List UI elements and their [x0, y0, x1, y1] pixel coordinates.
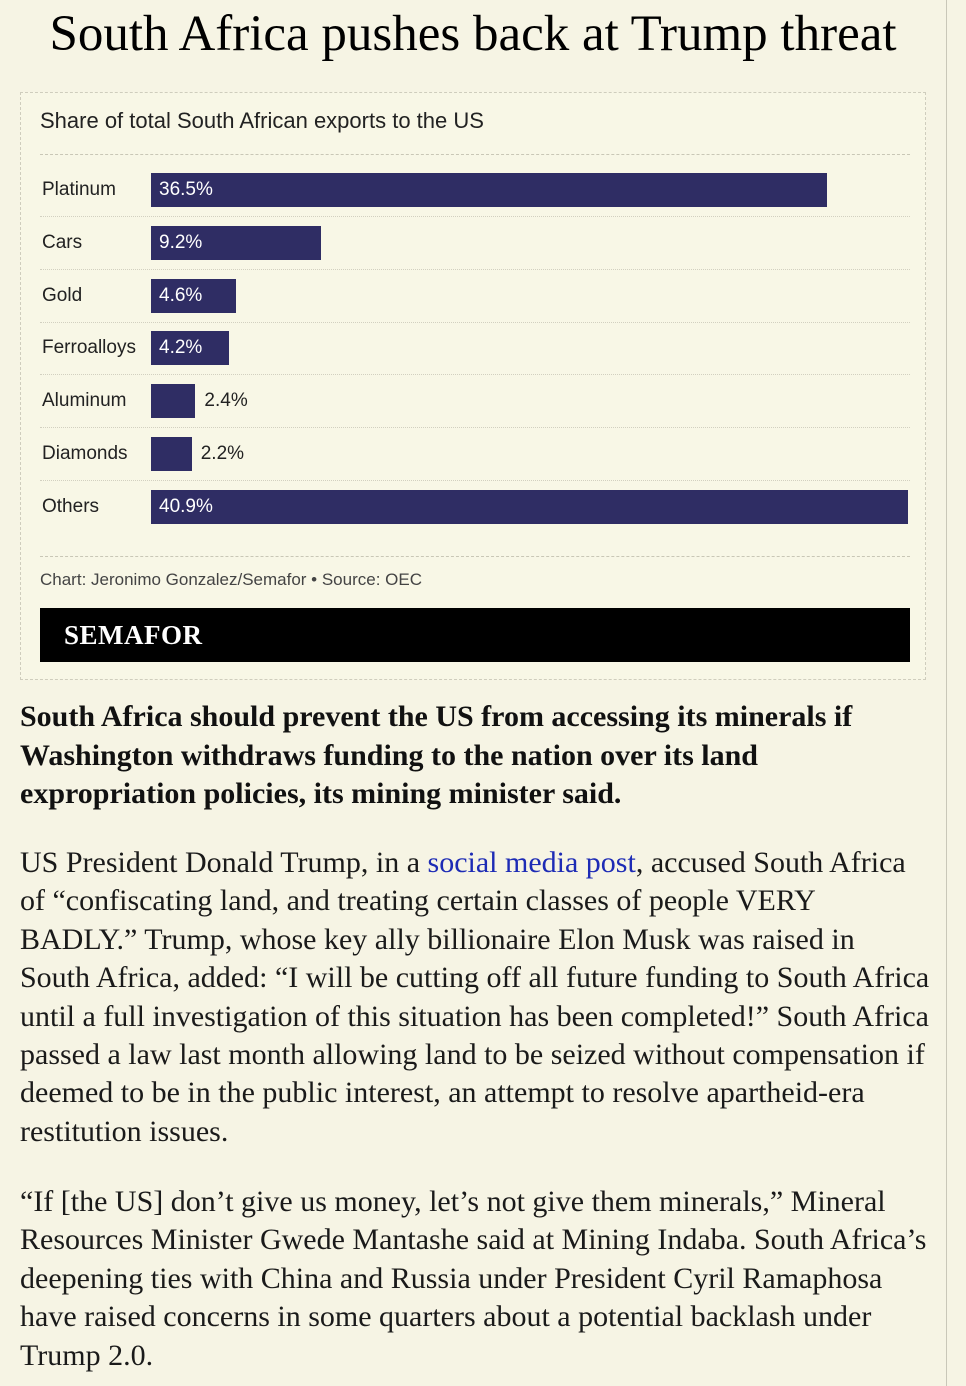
chart-title: Share of total South African exports to … — [40, 108, 484, 133]
value-label-ferroalloys: 4.2% — [159, 337, 203, 359]
gridline — [40, 268, 910, 270]
category-label-ferroalloys: Ferroalloys — [42, 337, 136, 359]
page-right-border — [946, 0, 947, 1386]
category-label-aluminum: Aluminum — [42, 390, 127, 412]
bar-row-diamonds: Diamonds 2.2% — [21, 437, 927, 471]
value-label-aluminum: 2.4% — [204, 390, 248, 412]
gridline — [40, 216, 910, 217]
value-label-cars: 9.2% — [159, 231, 203, 253]
bar-row-platinum: Platinum 36.5% — [21, 173, 927, 207]
bar-diamonds — [151, 437, 192, 471]
gridline — [40, 321, 910, 323]
article-lede: South Africa should prevent the US from … — [20, 700, 853, 810]
bar-others — [151, 489, 908, 524]
bar-cars — [151, 225, 322, 260]
article-paragraph-1: US President Donald Trump, in a social m… — [20, 844, 930, 1151]
chart-top-divider — [40, 154, 910, 155]
category-label-others: Others — [42, 495, 100, 517]
bar-row-cars: Cars 9.2% — [21, 225, 927, 260]
bar-row-others: Others 40.9% — [21, 489, 927, 524]
gridline — [40, 374, 910, 376]
gridline — [40, 480, 910, 481]
paragraph-1-rest: , accused South Africa of “confiscating … — [20, 846, 930, 1148]
bar-row-gold: Gold 4.6% — [21, 278, 927, 313]
social-media-post-link[interactable]: social media post — [427, 846, 636, 879]
value-label-diamonds: 2.2% — [200, 443, 245, 464]
value-label-platinum: 36.5% — [159, 179, 213, 200]
category-label-platinum: Platinum — [42, 179, 116, 200]
bar-gold — [151, 278, 237, 313]
paragraph-1-start: US President Donald Trump, in a — [20, 846, 428, 879]
value-label-gold: 4.6% — [159, 284, 203, 306]
bar-ferroalloys — [151, 331, 229, 366]
bar-row-aluminum: Aluminum 2.4% — [21, 384, 927, 419]
bar-platinum — [151, 173, 827, 207]
chart-source: Chart: Jeronimo Gonzalez/Semafor • Sourc… — [40, 570, 422, 589]
headline: South Africa pushes back at Trump threat — [49, 6, 897, 62]
bar-row-ferroalloys: Ferroalloys 4.2% — [21, 331, 927, 366]
article-paragraph-2: “If [the US] don’t give us money, let’s … — [20, 1185, 927, 1372]
value-label-others: 40.9% — [159, 495, 213, 517]
bar-aluminum — [151, 384, 196, 419]
category-label-diamonds: Diamonds — [42, 443, 128, 464]
semafor-brand-bar: SEMAFOR — [40, 608, 910, 662]
category-label-cars: Cars — [42, 231, 83, 253]
category-label-gold: Gold — [42, 284, 83, 306]
chart-bottom-divider — [40, 556, 910, 557]
semafor-logo: SEMAFOR — [64, 620, 203, 650]
chart-card: Share of total South African exports to … — [20, 92, 926, 680]
gridline — [40, 427, 910, 429]
